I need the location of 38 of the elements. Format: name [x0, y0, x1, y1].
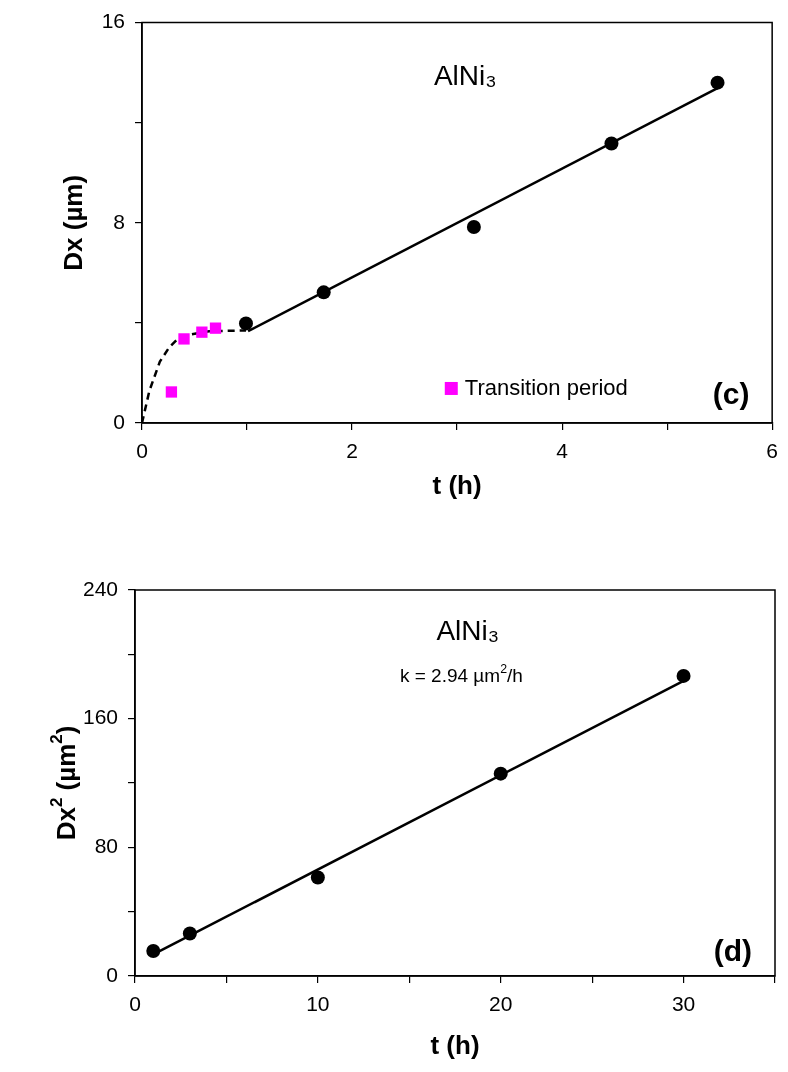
y-axis-title: Dx2 (µm2) — [47, 725, 82, 841]
point — [178, 333, 190, 345]
x-tick-label: 0 — [129, 992, 141, 1016]
y-tick-label: 80 — [94, 834, 118, 858]
point — [316, 285, 331, 300]
point — [493, 766, 508, 781]
y-tick-label: 0 — [113, 409, 125, 433]
y-tick-label: 8 — [113, 209, 125, 233]
point — [196, 326, 208, 338]
point — [209, 322, 222, 334]
legend-label: Transition period — [464, 375, 628, 401]
y-tick-label: 0 — [106, 962, 118, 986]
point — [146, 944, 161, 959]
x-tick-label: 10 — [306, 992, 330, 1016]
x-tick-label: 30 — [671, 992, 696, 1016]
x-tick-label: 4 — [556, 439, 569, 463]
annotation: AlNi₃ — [436, 614, 500, 646]
x-tick-label: 6 — [766, 439, 778, 463]
point — [604, 136, 619, 151]
point — [182, 926, 197, 941]
y-tick-label: 160 — [82, 705, 118, 729]
x-tick-label: 0 — [136, 439, 148, 463]
x-tick-label: 20 — [489, 992, 513, 1016]
point — [238, 316, 253, 331]
annotation: AlNi₃ — [433, 59, 497, 91]
point — [676, 668, 691, 683]
point — [710, 75, 725, 90]
point — [310, 870, 325, 885]
annotation: (d) — [713, 934, 752, 968]
x-tick-label: 2 — [346, 439, 358, 463]
x-axis-title: t (h) — [432, 470, 482, 501]
y-tick-label: 240 — [82, 576, 118, 600]
point — [466, 220, 481, 235]
annotation: (c) — [712, 377, 750, 411]
y-tick-label: 16 — [101, 9, 125, 33]
point — [165, 386, 178, 398]
x-axis-title: t (h) — [430, 1030, 480, 1061]
y-axis-title: Dx (µm) — [58, 174, 89, 271]
